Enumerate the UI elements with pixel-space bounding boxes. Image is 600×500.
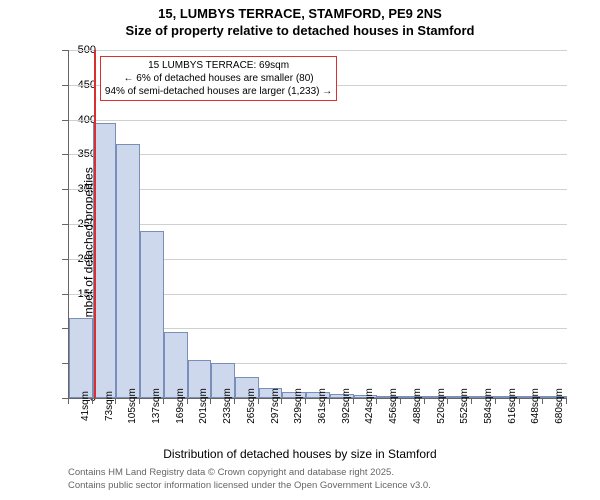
bars-group [69,50,567,398]
x-tick-label: 169sqm [175,388,186,424]
x-tick-label: 680sqm [554,388,565,424]
x-tick-mark [471,398,472,404]
annotation-line-3: 94% of semi-detached houses are larger (… [105,85,332,98]
chart-title: 15, LUMBYS TERRACE, STAMFORD, PE9 2NS Si… [0,0,600,40]
x-tick-mark [92,398,93,404]
x-tick-label: 233sqm [222,388,233,424]
x-tick-label: 616sqm [507,388,518,424]
x-tick-label: 552sqm [459,388,470,424]
annotation-box: 15 LUMBYS TERRACE: 69sqm ← 6% of detache… [100,56,337,101]
x-tick-mark [163,398,164,404]
plot-area: 15 LUMBYS TERRACE: 69sqm ← 6% of detache… [68,50,567,399]
x-tick-mark [68,398,69,404]
x-tick-label: 648sqm [530,388,541,424]
x-tick-label: 488sqm [412,388,423,424]
x-tick-label: 584sqm [483,388,494,424]
x-tick-label: 41sqm [80,391,91,421]
x-tick-label: 392sqm [341,388,352,424]
histogram-bar [93,123,117,398]
x-tick-mark [115,398,116,404]
footer-line-2: Contains public sector information licen… [68,480,431,491]
x-tick-label: 424sqm [364,388,375,424]
x-tick-mark [519,398,520,404]
x-tick-label: 329sqm [293,388,304,424]
x-tick-mark [329,398,330,404]
x-tick-mark [139,398,140,404]
chart-container: 15, LUMBYS TERRACE, STAMFORD, PE9 2NS Si… [0,0,600,500]
histogram-bar [116,144,140,398]
x-tick-mark [400,398,401,404]
x-tick-mark [542,398,543,404]
x-tick-mark [187,398,188,404]
x-tick-mark [353,398,354,404]
x-tick-mark [447,398,448,404]
title-line-2: Size of property relative to detached ho… [0,23,600,40]
x-tick-mark [210,398,211,404]
x-tick-mark [566,398,567,404]
x-tick-mark [424,398,425,404]
x-tick-label: 137sqm [151,388,162,424]
x-tick-label: 105sqm [127,388,138,424]
x-tick-mark [281,398,282,404]
x-tick-label: 456sqm [388,388,399,424]
x-tick-label: 361sqm [317,388,328,424]
x-tick-mark [258,398,259,404]
x-tick-label: 297sqm [270,388,281,424]
x-tick-mark [495,398,496,404]
x-axis-label: Distribution of detached houses by size … [0,447,600,461]
x-tick-mark [234,398,235,404]
x-tick-label: 520sqm [436,388,447,424]
x-tick-mark [376,398,377,404]
histogram-bar [140,231,164,398]
histogram-bar [69,318,93,398]
annotation-line-2: ← 6% of detached houses are smaller (80) [105,72,332,85]
x-tick-label: 265sqm [246,388,257,424]
footer-line-1: Contains HM Land Registry data © Crown c… [68,467,394,478]
marker-line [94,50,96,398]
x-tick-label: 201sqm [198,388,209,424]
x-tick-mark [305,398,306,404]
annotation-line-1: 15 LUMBYS TERRACE: 69sqm [105,59,332,72]
x-tick-label: 73sqm [104,391,115,421]
title-line-1: 15, LUMBYS TERRACE, STAMFORD, PE9 2NS [0,6,600,23]
